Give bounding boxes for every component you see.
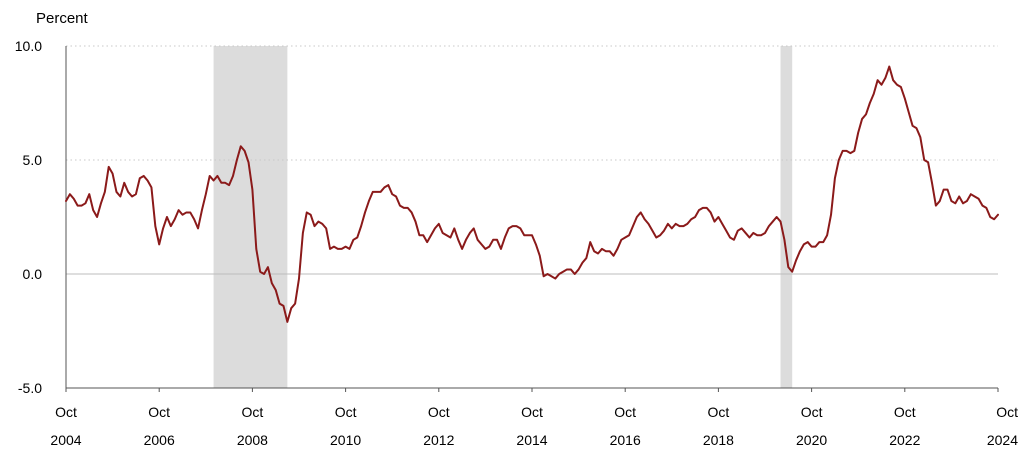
x-tick-label-month: Oct — [428, 404, 450, 420]
y-tick-label: 5.0 — [23, 152, 43, 168]
x-tick-label-month: Oct — [335, 404, 357, 420]
recession-band-2 — [780, 46, 793, 388]
axes — [65, 46, 999, 392]
tick-labels: 10.0 5.0 0.0 -5.0 Oct 2004 Oct 2006 Oct 2008 Oct 20… — [15, 38, 1018, 448]
x-tick-label-year: 2014 — [516, 432, 547, 448]
x-tick-label-year: 2006 — [144, 432, 175, 448]
x-tick-label-month: Oct — [242, 404, 264, 420]
gridlines — [66, 45, 998, 275]
series-layer — [65, 65, 999, 323]
x-tick-label-year: 2024 — [987, 432, 1018, 448]
x-tick-label-month: Oct — [708, 404, 730, 420]
x-tick-label-month: Oct — [996, 404, 1018, 420]
recession-band-1 — [213, 46, 288, 388]
x-tick-label-year: 2004 — [50, 432, 81, 448]
series-line-1 — [65, 65, 999, 323]
y-tick-label: -5.0 — [18, 380, 42, 396]
y-axis-title: Percent — [36, 10, 89, 27]
y-tick-label: 10.0 — [15, 38, 42, 54]
x-tick-label-month: Oct — [521, 404, 543, 420]
x-tick-label-year: 2008 — [237, 432, 268, 448]
x-tick-label-month: Oct — [148, 404, 170, 420]
x-tick-label-year: 2010 — [330, 432, 361, 448]
x-tick-label-year: 2016 — [610, 432, 641, 448]
x-tick-label-month: Oct — [614, 404, 636, 420]
x-tick-label-year: 2018 — [703, 432, 734, 448]
y-tick-label: 0.0 — [23, 266, 43, 282]
x-tick-label-month: Oct — [801, 404, 823, 420]
x-tick-label-year: 2020 — [796, 432, 827, 448]
recession-bands — [213, 46, 793, 388]
x-tick-label-month: Oct — [894, 404, 916, 420]
x-tick-label-year: 2012 — [423, 432, 454, 448]
x-tick-label-year: 2022 — [889, 432, 920, 448]
x-tick-label-month: Oct — [55, 404, 77, 420]
